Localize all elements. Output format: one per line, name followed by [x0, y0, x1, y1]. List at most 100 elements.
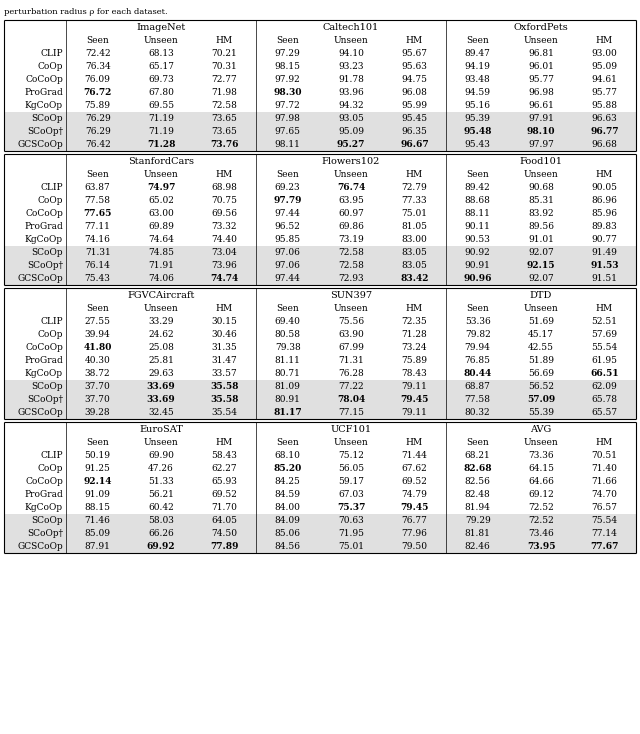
Text: 83.00: 83.00	[401, 235, 428, 244]
Text: 77.15: 77.15	[338, 408, 364, 417]
Text: SCoOp: SCoOp	[31, 516, 63, 525]
Text: 94.75: 94.75	[401, 75, 428, 84]
Text: 98.11: 98.11	[275, 140, 301, 149]
Text: 88.11: 88.11	[465, 209, 491, 218]
Text: Unseen: Unseen	[524, 438, 558, 447]
Text: 83.42: 83.42	[400, 274, 429, 283]
Text: 75.89: 75.89	[84, 101, 111, 110]
Text: 52.51: 52.51	[591, 317, 618, 326]
Text: 67.99: 67.99	[338, 343, 364, 352]
Text: 33.29: 33.29	[148, 317, 173, 326]
Text: 95.63: 95.63	[401, 62, 428, 71]
Text: 71.46: 71.46	[84, 516, 111, 525]
Text: ProGrad: ProGrad	[24, 222, 63, 231]
Text: 91.51: 91.51	[591, 274, 618, 283]
Text: 90.53: 90.53	[465, 235, 491, 244]
Text: CoCoOp: CoCoOp	[25, 209, 63, 218]
Text: 91.53: 91.53	[590, 261, 619, 270]
Text: FGVCAircraft: FGVCAircraft	[127, 291, 195, 299]
Text: 85.20: 85.20	[273, 464, 302, 473]
Text: ProGrad: ProGrad	[24, 490, 63, 499]
Text: 73.46: 73.46	[528, 529, 554, 538]
Bar	[4, 272, 636, 285]
Text: 25.08: 25.08	[148, 343, 174, 352]
Text: 73.32: 73.32	[212, 222, 237, 231]
Text: 89.56: 89.56	[528, 222, 554, 231]
Text: HM: HM	[406, 304, 423, 313]
Text: 72.93: 72.93	[338, 274, 364, 283]
Text: Food101: Food101	[520, 156, 563, 165]
Text: 30.46: 30.46	[211, 330, 237, 339]
Text: 68.98: 68.98	[211, 183, 237, 192]
Text: 77.11: 77.11	[84, 222, 111, 231]
Text: 79.45: 79.45	[400, 503, 429, 512]
Text: 77.58: 77.58	[465, 395, 491, 404]
Text: 97.98: 97.98	[275, 114, 301, 123]
Text: Flowers102: Flowers102	[322, 156, 380, 165]
Text: CoCoOp: CoCoOp	[25, 477, 63, 486]
Bar	[4, 112, 636, 125]
Text: HM: HM	[406, 170, 423, 179]
Text: 59.17: 59.17	[338, 477, 364, 486]
Text: 73.96: 73.96	[211, 261, 237, 270]
Text: 74.16: 74.16	[84, 235, 111, 244]
Text: 90.11: 90.11	[465, 222, 491, 231]
Text: EuroSAT: EuroSAT	[139, 424, 183, 434]
Text: 74.64: 74.64	[148, 235, 174, 244]
Text: 57.69: 57.69	[591, 330, 618, 339]
Text: 66.26: 66.26	[148, 529, 174, 538]
Text: 82.68: 82.68	[463, 464, 492, 473]
Text: 29.63: 29.63	[148, 369, 174, 378]
Text: 56.52: 56.52	[528, 382, 554, 391]
Text: 80.32: 80.32	[465, 408, 490, 417]
Text: 69.12: 69.12	[528, 490, 554, 499]
Bar	[4, 540, 636, 553]
Text: 66.51: 66.51	[590, 369, 619, 378]
Text: Seen: Seen	[276, 304, 299, 313]
Text: 35.54: 35.54	[211, 408, 237, 417]
Text: 76.74: 76.74	[337, 183, 365, 192]
Text: 76.57: 76.57	[591, 503, 618, 512]
Text: 89.42: 89.42	[465, 183, 490, 192]
Text: 77.67: 77.67	[590, 542, 618, 551]
Text: 85.31: 85.31	[528, 196, 554, 205]
Text: 69.89: 69.89	[148, 222, 174, 231]
Text: ImageNet: ImageNet	[136, 23, 186, 32]
Text: 39.28: 39.28	[85, 408, 111, 417]
Text: 65.17: 65.17	[148, 62, 174, 71]
Text: Seen: Seen	[276, 170, 299, 179]
Text: 71.19: 71.19	[148, 127, 174, 136]
Text: 70.51: 70.51	[591, 451, 618, 460]
Text: 69.86: 69.86	[338, 222, 364, 231]
Text: 68.10: 68.10	[275, 451, 301, 460]
Text: 39.94: 39.94	[84, 330, 111, 339]
Text: 74.97: 74.97	[147, 183, 175, 192]
Text: Unseen: Unseen	[524, 170, 558, 179]
Text: 33.57: 33.57	[211, 369, 237, 378]
Text: 79.50: 79.50	[401, 542, 428, 551]
Text: 69.52: 69.52	[401, 477, 428, 486]
Text: 76.29: 76.29	[84, 114, 111, 123]
Text: 76.29: 76.29	[84, 127, 111, 136]
Text: Seen: Seen	[467, 36, 489, 45]
Text: 75.43: 75.43	[84, 274, 111, 283]
Text: 76.72: 76.72	[83, 88, 112, 97]
Text: Unseen: Unseen	[333, 36, 369, 45]
Text: 79.45: 79.45	[400, 395, 429, 404]
Text: CLIP: CLIP	[40, 49, 63, 58]
Text: 67.80: 67.80	[148, 88, 174, 97]
Text: 76.85: 76.85	[465, 356, 491, 365]
Text: 95.88: 95.88	[591, 101, 618, 110]
Text: 84.56: 84.56	[275, 542, 301, 551]
Text: 62.27: 62.27	[212, 464, 237, 473]
Text: 37.70: 37.70	[84, 395, 111, 404]
Text: 69.56: 69.56	[211, 209, 237, 218]
Text: CoOp: CoOp	[38, 196, 63, 205]
Text: 93.00: 93.00	[591, 49, 617, 58]
Text: 24.62: 24.62	[148, 330, 174, 339]
Text: 87.91: 87.91	[84, 542, 111, 551]
Text: 79.94: 79.94	[465, 343, 491, 352]
Text: 91.25: 91.25	[84, 464, 111, 473]
Text: 56.05: 56.05	[338, 464, 364, 473]
Text: 74.06: 74.06	[148, 274, 174, 283]
